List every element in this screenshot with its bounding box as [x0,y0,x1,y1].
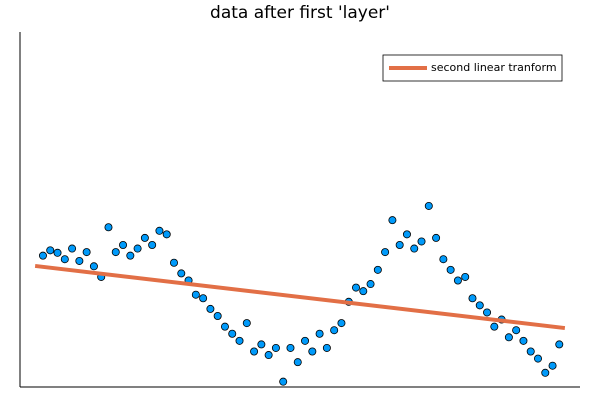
point [388,216,397,225]
point [279,377,288,386]
point [286,343,295,352]
point [351,283,360,292]
point [424,201,433,210]
point [541,368,550,377]
point [119,240,128,249]
point [461,272,470,281]
point [271,343,280,352]
point [89,262,98,271]
point [504,333,513,342]
point [228,329,237,338]
point [337,319,346,328]
point [446,265,455,274]
point [519,336,528,345]
legend-label: second linear tranform [431,61,557,74]
point [432,233,441,242]
point [301,336,310,345]
point [213,311,222,320]
point [330,326,339,335]
line [34,263,566,331]
point [381,248,390,257]
point [206,304,215,313]
point [82,248,91,257]
point [126,251,135,260]
point [468,294,477,303]
point [483,308,492,317]
point [250,347,259,356]
point [417,237,426,246]
point [490,322,499,331]
point [366,280,375,289]
point [475,301,484,310]
point [395,240,404,249]
chart-title: data after first 'layer' [210,3,390,23]
point [111,248,120,257]
point [177,269,186,278]
point [453,276,462,285]
point [155,226,164,235]
point [75,256,84,265]
point [402,230,411,239]
point [322,343,331,352]
point [315,329,324,338]
point [242,319,251,328]
point [162,230,171,239]
point [104,223,113,232]
point [133,244,142,253]
point [220,322,229,331]
point [199,294,208,303]
point [373,265,382,274]
point [38,251,47,260]
point [264,351,273,360]
point [555,340,564,349]
point [235,336,244,345]
point [548,361,557,370]
point [60,255,69,264]
point [191,290,200,299]
point [140,233,149,242]
point [293,358,302,367]
point [53,248,62,257]
point [359,287,368,296]
point [46,246,55,255]
point [512,326,521,335]
point [534,354,543,363]
point [68,244,77,253]
point [148,240,157,249]
point [308,347,317,356]
point [526,347,535,356]
point [439,255,448,264]
point [410,244,419,253]
point [257,340,266,349]
point [169,258,178,267]
